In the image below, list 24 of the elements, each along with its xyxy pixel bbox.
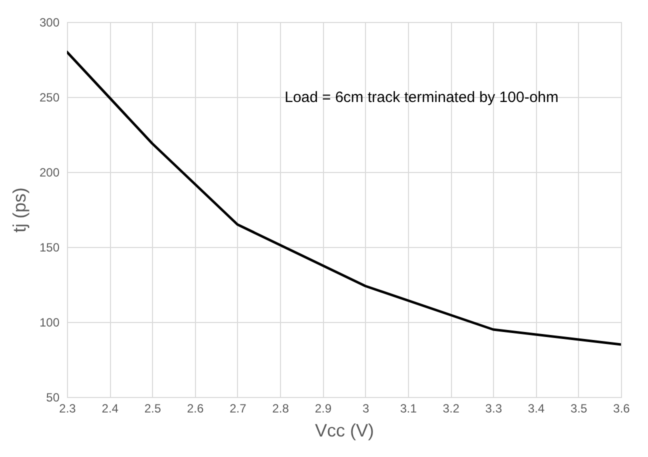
y-tick-label: 200 — [39, 166, 60, 180]
annotation: Load = 6cm track terminated by 100-ohm — [284, 89, 559, 106]
y-axis-title: tj (ps) — [9, 188, 30, 232]
x-tick-label: 3.6 — [613, 402, 630, 416]
line-series — [67, 50, 621, 346]
x-tick-label: 3.3 — [485, 402, 502, 416]
y-tick-label: 300 — [39, 16, 60, 30]
x-tick-label: 3.4 — [528, 402, 545, 416]
x-tick-label: 3.1 — [400, 402, 418, 416]
x-tick-label: 2.7 — [230, 402, 247, 416]
y-tick-label: 100 — [39, 316, 60, 330]
y-tick-label: 50 — [46, 390, 60, 404]
x-tick-label: 2.9 — [314, 402, 332, 416]
x-tick-label: 3.5 — [570, 402, 588, 416]
x-axis-title: Vcc (V) — [314, 420, 374, 440]
x-tick-label: 2.3 — [59, 402, 76, 416]
x-tick-label: 3 — [362, 402, 370, 416]
y-tick-label: 250 — [39, 90, 60, 104]
x-tick-label: 2.5 — [144, 402, 162, 416]
y-tick-label: 150 — [39, 240, 60, 254]
x-tick-label: 2.4 — [102, 402, 119, 416]
x-tick-label: 2.8 — [272, 402, 290, 416]
x-tick-label: 3.2 — [442, 402, 460, 416]
x-tick-label: 2.6 — [187, 402, 204, 416]
